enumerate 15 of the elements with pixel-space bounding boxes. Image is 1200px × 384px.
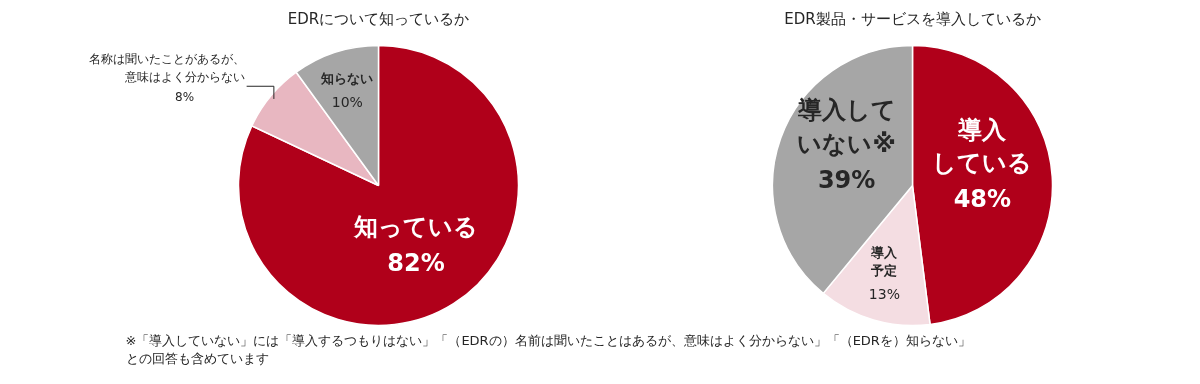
chart-title: EDR製品・サービスを導入しているか [784, 9, 1041, 28]
chart-title: EDRについて知っているか [287, 9, 470, 28]
slice-label: 導入予定 [870, 245, 899, 279]
data-label: 48% [953, 185, 1012, 214]
data-label: 39% [817, 165, 876, 194]
slice-label: 導入している [932, 115, 1033, 178]
slice-label: 知らない [320, 70, 374, 86]
slice-label: 名称は聞いたことがあるが、意味はよく分からない [88, 52, 245, 85]
data-label: 8% [175, 90, 195, 105]
data-label: 10% [331, 93, 363, 110]
data-label: 13% [868, 286, 900, 303]
slice-label: 知っている [353, 212, 479, 241]
slice-label: 導入していない※ [796, 96, 896, 158]
data-label: 82% [387, 248, 445, 277]
text: ※「導入していない」には「導入するつもりはない」「（EDRの）名前は聞いたことはあるが、意味はよく分からない」「（EDRを）知らない」との回答も含めています [125, 332, 971, 367]
